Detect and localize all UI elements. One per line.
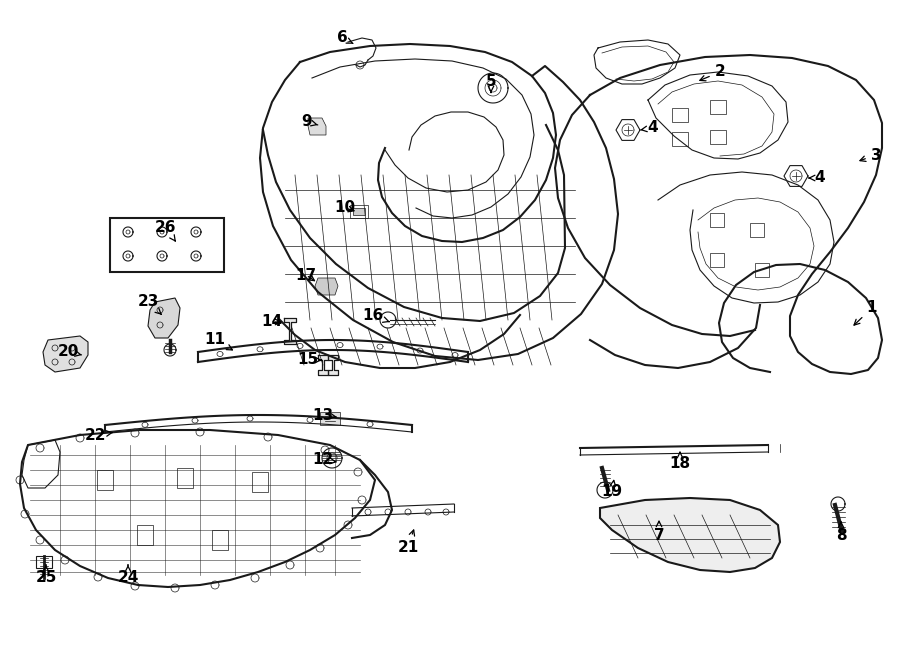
Text: 18: 18 [670,452,690,471]
Text: 4: 4 [809,171,825,186]
Text: 9: 9 [302,114,318,130]
Polygon shape [600,498,780,572]
Bar [755,263,769,277]
Bar [710,100,726,114]
Text: 22: 22 [86,428,112,442]
Polygon shape [308,118,326,135]
Text: 3: 3 [860,147,881,163]
Text: 16: 16 [363,309,389,323]
Text: 19: 19 [601,481,623,500]
Bar [710,213,724,227]
Text: 17: 17 [295,268,317,282]
Polygon shape [43,336,88,372]
Text: 10: 10 [335,200,356,215]
Polygon shape [318,355,328,375]
Polygon shape [284,318,296,344]
Polygon shape [148,298,180,338]
Bar [710,253,724,267]
Polygon shape [353,208,365,215]
Text: 1: 1 [854,301,877,325]
Bar [672,108,688,122]
Text: 12: 12 [312,453,337,467]
Text: 21: 21 [398,530,418,555]
Text: 4: 4 [642,120,658,136]
Text: 24: 24 [117,565,139,586]
Text: 5: 5 [486,75,496,93]
Text: 15: 15 [297,352,321,368]
Polygon shape [315,278,338,295]
Text: 26: 26 [155,221,176,241]
Text: 13: 13 [312,407,337,422]
Text: 20: 20 [58,344,82,360]
Text: 25: 25 [35,565,57,586]
Bar [710,130,726,144]
Bar [672,132,688,146]
Text: 2: 2 [700,65,725,81]
Text: 14: 14 [261,315,283,329]
Polygon shape [320,412,340,425]
Bar [750,223,764,237]
Text: 8: 8 [836,522,846,543]
Text: 23: 23 [138,295,161,315]
Text: 6: 6 [337,30,353,46]
Polygon shape [328,355,338,375]
Text: 11: 11 [204,332,232,350]
Text: 7: 7 [653,521,664,543]
